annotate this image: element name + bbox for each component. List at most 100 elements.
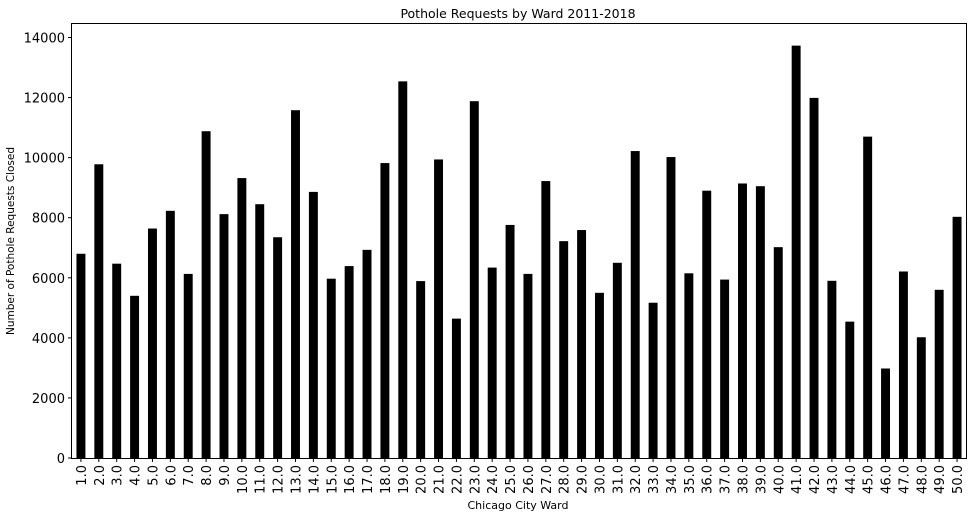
chart-title: Pothole Requests by Ward 2011-2018 xyxy=(400,6,635,21)
x-tick-label: 5.0 xyxy=(146,465,161,486)
bar-ward-43.0 xyxy=(827,280,837,458)
bar-ward-6.0 xyxy=(165,210,175,458)
x-tick-label: 20.0 xyxy=(415,465,430,494)
bar-ward-33.0 xyxy=(648,302,658,458)
bar-ward-2.0 xyxy=(94,164,104,458)
bar-ward-1.0 xyxy=(76,253,86,458)
x-axis-label: Chicago City Ward xyxy=(468,499,569,512)
x-tick-label: 10.0 xyxy=(236,465,251,494)
x-tick-label: 4.0 xyxy=(129,465,144,486)
bars-group xyxy=(76,45,962,459)
x-tick-label: 35.0 xyxy=(683,465,698,494)
x-tick-label: 6.0 xyxy=(164,465,179,486)
bar-ward-24.0 xyxy=(487,267,497,458)
x-tick-label: 1.0 xyxy=(75,465,90,486)
bar-ward-41.0 xyxy=(791,45,801,459)
x-tick-label: 16.0 xyxy=(343,465,358,494)
bar-ward-29.0 xyxy=(577,230,587,458)
bar-ward-34.0 xyxy=(666,157,676,459)
x-tick-label: 48.0 xyxy=(915,465,930,494)
x-tick-label: 28.0 xyxy=(558,465,573,494)
x-tick-label: 47.0 xyxy=(897,465,912,494)
x-tick-label: 14.0 xyxy=(307,465,322,494)
x-tick-label: 49.0 xyxy=(933,465,948,494)
x-tick-label: 13.0 xyxy=(290,465,305,494)
bar-ward-10.0 xyxy=(237,178,247,458)
x-tick-label: 19.0 xyxy=(397,465,412,494)
y-tick-label: 2000 xyxy=(32,392,65,407)
x-tick-label: 34.0 xyxy=(665,465,680,494)
bar-ward-35.0 xyxy=(684,273,694,458)
bar-ward-22.0 xyxy=(451,318,461,458)
bar-ward-42.0 xyxy=(809,97,819,458)
x-tick-label: 26.0 xyxy=(522,465,537,494)
bar-ward-11.0 xyxy=(255,204,265,458)
bar-ward-30.0 xyxy=(594,292,604,458)
x-tick-label: 39.0 xyxy=(754,465,769,494)
bar-ward-27.0 xyxy=(541,181,551,458)
x-tick-label: 36.0 xyxy=(701,465,716,494)
bar-ward-37.0 xyxy=(720,279,730,458)
x-tick-label: 33.0 xyxy=(647,465,662,494)
bar-ward-5.0 xyxy=(147,228,157,458)
x-tick-label: 9.0 xyxy=(218,465,233,486)
y-ticks-group: 0 2000 4000 6000 8000 10000 12000 14000 xyxy=(24,32,72,467)
x-tick-label: 21.0 xyxy=(433,465,448,494)
x-tick-label: 32.0 xyxy=(629,465,644,494)
x-tick-label: 18.0 xyxy=(379,465,394,494)
bar-ward-16.0 xyxy=(344,266,354,458)
y-tick-label: 6000 xyxy=(32,272,65,287)
bar-ward-25.0 xyxy=(505,224,515,458)
bar-ward-20.0 xyxy=(416,281,426,458)
bar-ward-47.0 xyxy=(898,271,908,458)
x-tick-label: 22.0 xyxy=(450,465,465,494)
x-tick-label: 37.0 xyxy=(719,465,734,494)
x-tick-label: 23.0 xyxy=(468,465,483,494)
x-tick-label: 3.0 xyxy=(111,465,126,486)
x-tick-label: 30.0 xyxy=(593,465,608,494)
x-tick-label: 42.0 xyxy=(808,465,823,494)
y-tick-label: 12000 xyxy=(24,92,65,107)
x-tick-label: 45.0 xyxy=(862,465,877,494)
bar-ward-9.0 xyxy=(219,214,229,458)
x-tick-label: 7.0 xyxy=(182,465,197,486)
y-tick-label: 10000 xyxy=(24,152,65,167)
x-tick-label: 38.0 xyxy=(737,465,752,494)
x-tick-label: 11.0 xyxy=(254,465,269,494)
x-tick-label: 12.0 xyxy=(272,465,287,494)
bar-ward-26.0 xyxy=(523,273,533,458)
x-tick-label: 46.0 xyxy=(880,465,895,494)
x-ticks-group: 1.0 2.0 3.0 4.0 5.0 6.0 7.0 8.0 9.0 10.0 11.0 12.0 1… xyxy=(75,458,966,494)
bar-ward-49.0 xyxy=(934,289,944,458)
x-tick-label: 41.0 xyxy=(790,465,805,494)
bar-ward-36.0 xyxy=(702,190,712,458)
bar-ward-4.0 xyxy=(130,295,140,458)
y-tick-label: 0 xyxy=(57,452,65,467)
bar-ward-8.0 xyxy=(201,131,211,458)
bar-ward-46.0 xyxy=(881,368,891,458)
bar-ward-15.0 xyxy=(326,278,336,458)
x-tick-label: 40.0 xyxy=(772,465,787,494)
bar-ward-13.0 xyxy=(291,110,300,458)
x-tick-label: 43.0 xyxy=(826,465,841,494)
bar-ward-40.0 xyxy=(773,247,783,458)
x-tick-label: 31.0 xyxy=(611,465,626,494)
bar-ward-17.0 xyxy=(362,249,372,458)
bar-ward-23.0 xyxy=(469,101,479,458)
x-tick-label: 29.0 xyxy=(576,465,591,494)
x-tick-label: 8.0 xyxy=(200,465,215,486)
x-tick-label: 25.0 xyxy=(504,465,519,494)
bar-ward-12.0 xyxy=(273,237,283,458)
x-tick-label: 15.0 xyxy=(325,465,340,494)
bar-ward-38.0 xyxy=(738,183,747,459)
x-tick-label: 2.0 xyxy=(93,465,108,486)
bar-ward-31.0 xyxy=(612,262,622,458)
bar-ward-3.0 xyxy=(112,263,122,458)
x-tick-label: 50.0 xyxy=(951,465,966,494)
bar-ward-18.0 xyxy=(380,163,390,458)
x-tick-label: 27.0 xyxy=(540,465,555,494)
y-tick-label: 14000 xyxy=(24,32,65,47)
bar-ward-50.0 xyxy=(952,216,962,458)
